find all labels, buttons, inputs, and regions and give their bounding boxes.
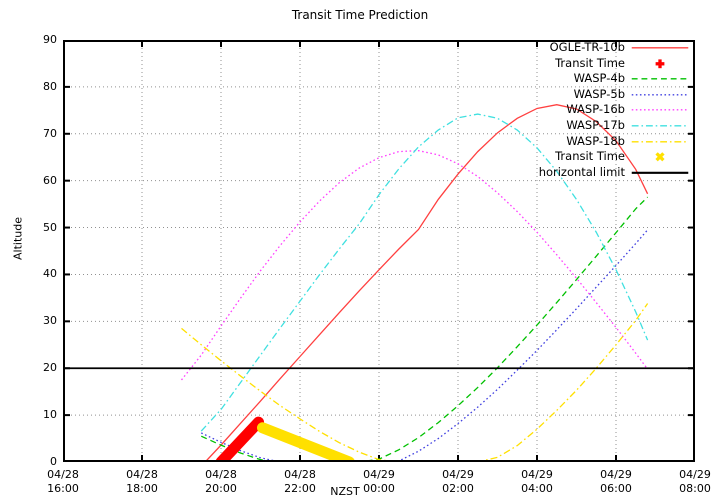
x-tick-8: 04/29 08:00: [679, 468, 711, 495]
series-wasp-16b: [180, 150, 649, 381]
legend-item-7: Transit Time: [455, 149, 695, 165]
legend-label: WASP-17b: [566, 117, 625, 132]
y-tick-60: 60: [43, 173, 57, 187]
line-solid-black-icon: [629, 165, 691, 181]
x-tick-4: 04/29 00:00: [363, 468, 395, 495]
plot-svg: [63, 40, 695, 462]
line-dashed-green-icon: [629, 71, 691, 87]
y-tick-80: 80: [43, 79, 57, 93]
series-wasp-4b: [200, 196, 649, 462]
legend-label: Transit Time: [555, 149, 625, 164]
series-ogle-tr-10b: [204, 104, 649, 462]
legend-item-1: Transit Time: [455, 56, 695, 72]
x-tick-5: 04/29 02:00: [442, 468, 474, 495]
transit-time-band-0: [215, 416, 265, 462]
legend-item-5: WASP-17b: [455, 118, 695, 134]
legend-label: WASP-16b: [566, 102, 625, 117]
marker-cross-yellow-icon: [629, 149, 691, 165]
y-tick-40: 40: [43, 267, 57, 281]
series-wasp-17b: [200, 113, 649, 432]
marker-plus-red-icon: [629, 56, 691, 72]
legend-item-8: horizontal limit: [455, 165, 695, 181]
legend-item-2: WASP-4b: [455, 71, 695, 87]
page-title: Transit Time Prediction: [291, 8, 429, 22]
y-tick-20: 20: [43, 361, 57, 375]
x-tick-2: 04/28 20:00: [205, 468, 237, 495]
x-axis-label: NZST: [330, 485, 360, 498]
line-dotted-magenta-icon: [629, 102, 691, 118]
line-solid-red-icon: [629, 40, 691, 56]
chart-legend: OGLE-TR-10b Transit Time WASP-4b WASP-5b WAS…: [455, 40, 695, 180]
legend-item-0: OGLE-TR-10b: [455, 40, 695, 56]
legend-item-3: WASP-5b: [455, 87, 695, 103]
legend-label: Transit Time: [555, 55, 625, 70]
y-tick-70: 70: [43, 126, 57, 140]
x-tick-0: 04/28 16:00: [47, 468, 79, 495]
legend-item-6: WASP-18b: [455, 134, 695, 150]
line-dashdot-cyan-icon: [629, 118, 691, 134]
series-wasp-18b: [181, 303, 649, 462]
line-dashdot-yellow-icon: [629, 134, 691, 150]
x-tick-1: 04/28 18:00: [126, 468, 158, 495]
x-tick-3: 04/28 22:00: [284, 468, 316, 495]
line-dotted-blue-icon: [629, 87, 691, 103]
x-tick-7: 04/29 06:00: [600, 468, 632, 495]
y-tick-90: 90: [43, 33, 57, 46]
legend-label: OGLE-TR-10b: [549, 40, 625, 54]
transit-time-band-1: [256, 422, 355, 462]
legend-label: horizontal limit: [538, 164, 625, 179]
legend-item-4: WASP-16b: [455, 102, 695, 118]
x-tick-6: 04/29 04:00: [521, 468, 553, 495]
y-tick-0: 0: [50, 455, 57, 468]
legend-label: WASP-5b: [573, 86, 625, 101]
legend-label: WASP-18b: [566, 133, 625, 148]
y-tick-30: 30: [43, 314, 57, 328]
legend-label: WASP-4b: [573, 71, 625, 86]
y-tick-10: 10: [43, 408, 57, 422]
y-tick-50: 50: [43, 220, 57, 234]
